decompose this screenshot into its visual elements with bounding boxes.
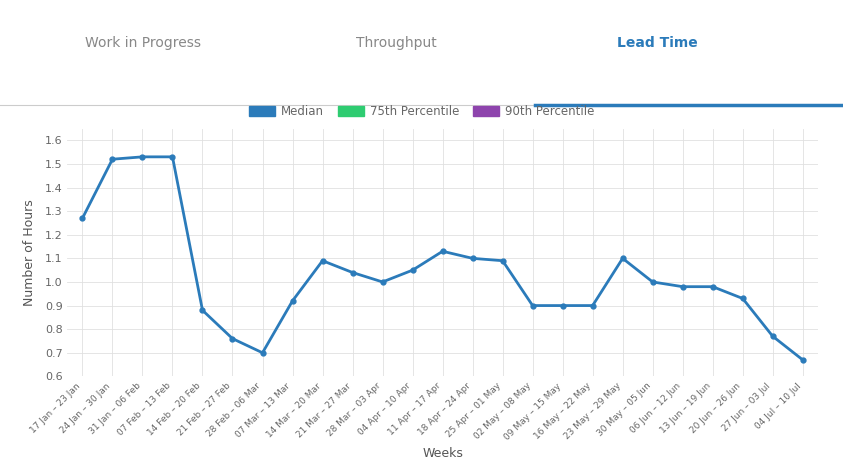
Text: Throughput: Throughput: [356, 36, 437, 50]
Legend: Median, 75th Percentile, 90th Percentile: Median, 75th Percentile, 90th Percentile: [244, 100, 599, 123]
X-axis label: Weeks: Weeks: [422, 447, 463, 459]
Y-axis label: Number of Hours: Number of Hours: [24, 199, 36, 306]
Text: Lead Time: Lead Time: [617, 36, 698, 50]
Text: Work in Progress: Work in Progress: [85, 36, 201, 50]
